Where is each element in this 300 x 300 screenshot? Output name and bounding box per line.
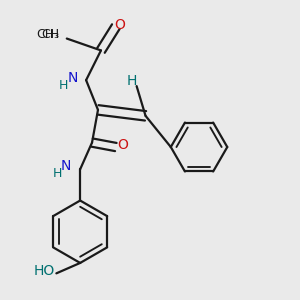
Text: CH: CH (41, 28, 59, 41)
Text: H: H (53, 167, 62, 180)
Text: N: N (61, 159, 71, 173)
Text: HO: HO (34, 264, 55, 278)
Text: O: O (117, 138, 128, 152)
Text: H: H (127, 74, 137, 88)
Text: N: N (68, 71, 78, 85)
Text: O: O (114, 18, 125, 32)
Text: CH₃: CH₃ (36, 28, 59, 41)
Text: H: H (59, 79, 68, 92)
